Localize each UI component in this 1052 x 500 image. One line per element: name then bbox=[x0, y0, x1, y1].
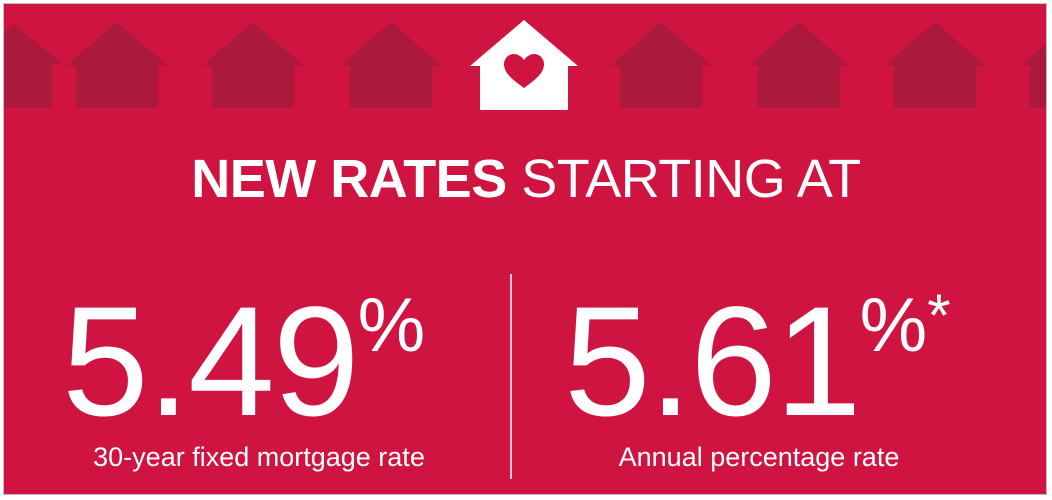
headline: NEW RATES STARTING AT bbox=[4, 149, 1046, 209]
house-silhouette-icon bbox=[4, 24, 62, 108]
apr-caption: Annual percentage rate bbox=[618, 442, 900, 472]
divider bbox=[510, 274, 512, 479]
apr-footnote-mark: * bbox=[927, 282, 951, 349]
house-silhouette-icon bbox=[66, 22, 168, 108]
house-silhouette-icon bbox=[748, 22, 850, 108]
apr-number: 5.61 bbox=[564, 275, 862, 449]
house-silhouette-icon bbox=[202, 22, 304, 108]
apr-value: 5.61%* bbox=[564, 284, 951, 440]
house-silhouette-icon bbox=[884, 22, 986, 108]
fixed-rate-number: 5.49 bbox=[62, 275, 360, 449]
house-silhouette-icon bbox=[340, 22, 442, 108]
house-silhouette-icon bbox=[610, 22, 712, 108]
headline-light: STARTING AT bbox=[521, 149, 861, 209]
fixed-rate-value: 5.49% bbox=[62, 284, 425, 440]
fixed-rate-caption: 30-year fixed mortgage rate bbox=[93, 442, 425, 472]
house-heart-icon bbox=[470, 20, 578, 110]
apr-percent: % bbox=[859, 283, 928, 368]
rates-banner: NEW RATES STARTING AT 5.49% 30-year fixe… bbox=[3, 3, 1047, 495]
headline-bold: NEW RATES bbox=[191, 149, 507, 209]
house-silhouette-icon bbox=[1020, 43, 1046, 108]
fixed-rate-percent: % bbox=[357, 283, 426, 368]
house-row bbox=[4, 20, 1046, 110]
